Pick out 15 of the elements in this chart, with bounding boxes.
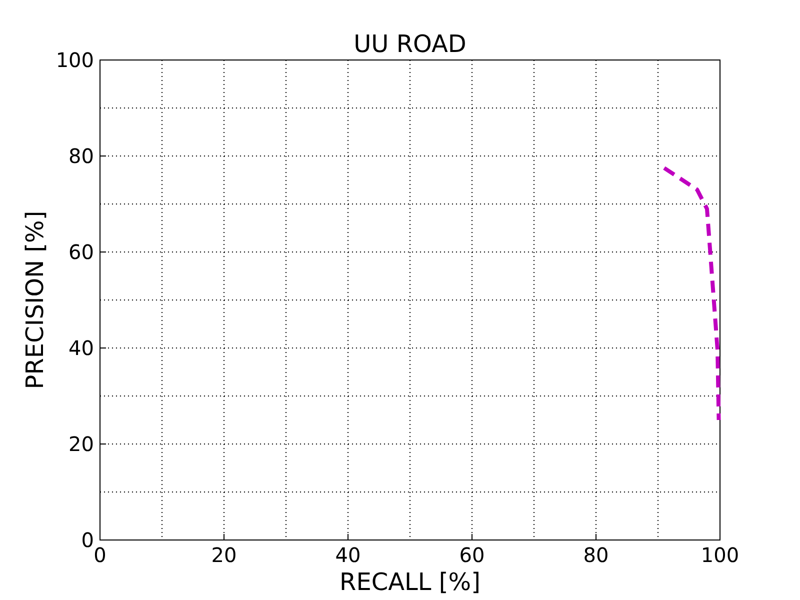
x-tick-label: 80 <box>583 543 609 567</box>
x-tick-label: 100 <box>700 543 740 567</box>
x-tick-label: 60 <box>459 543 485 567</box>
x-tick-label: 40 <box>335 543 361 567</box>
line-series <box>662 166 721 422</box>
x-axis-title: RECALL [%] <box>340 568 480 596</box>
y-tick-label: 40 <box>68 336 94 360</box>
chart-title: UU ROAD <box>354 30 466 58</box>
y-tick-label: 0 <box>81 528 94 552</box>
y-axis-title: PRECISION [%] <box>21 210 49 390</box>
y-tick-label: 80 <box>68 144 94 168</box>
y-tick-label: 100 <box>56 48 94 72</box>
x-tick-label: 20 <box>211 543 237 567</box>
y-tick-label: 20 <box>68 432 94 456</box>
y-tick-label: 60 <box>68 240 94 264</box>
